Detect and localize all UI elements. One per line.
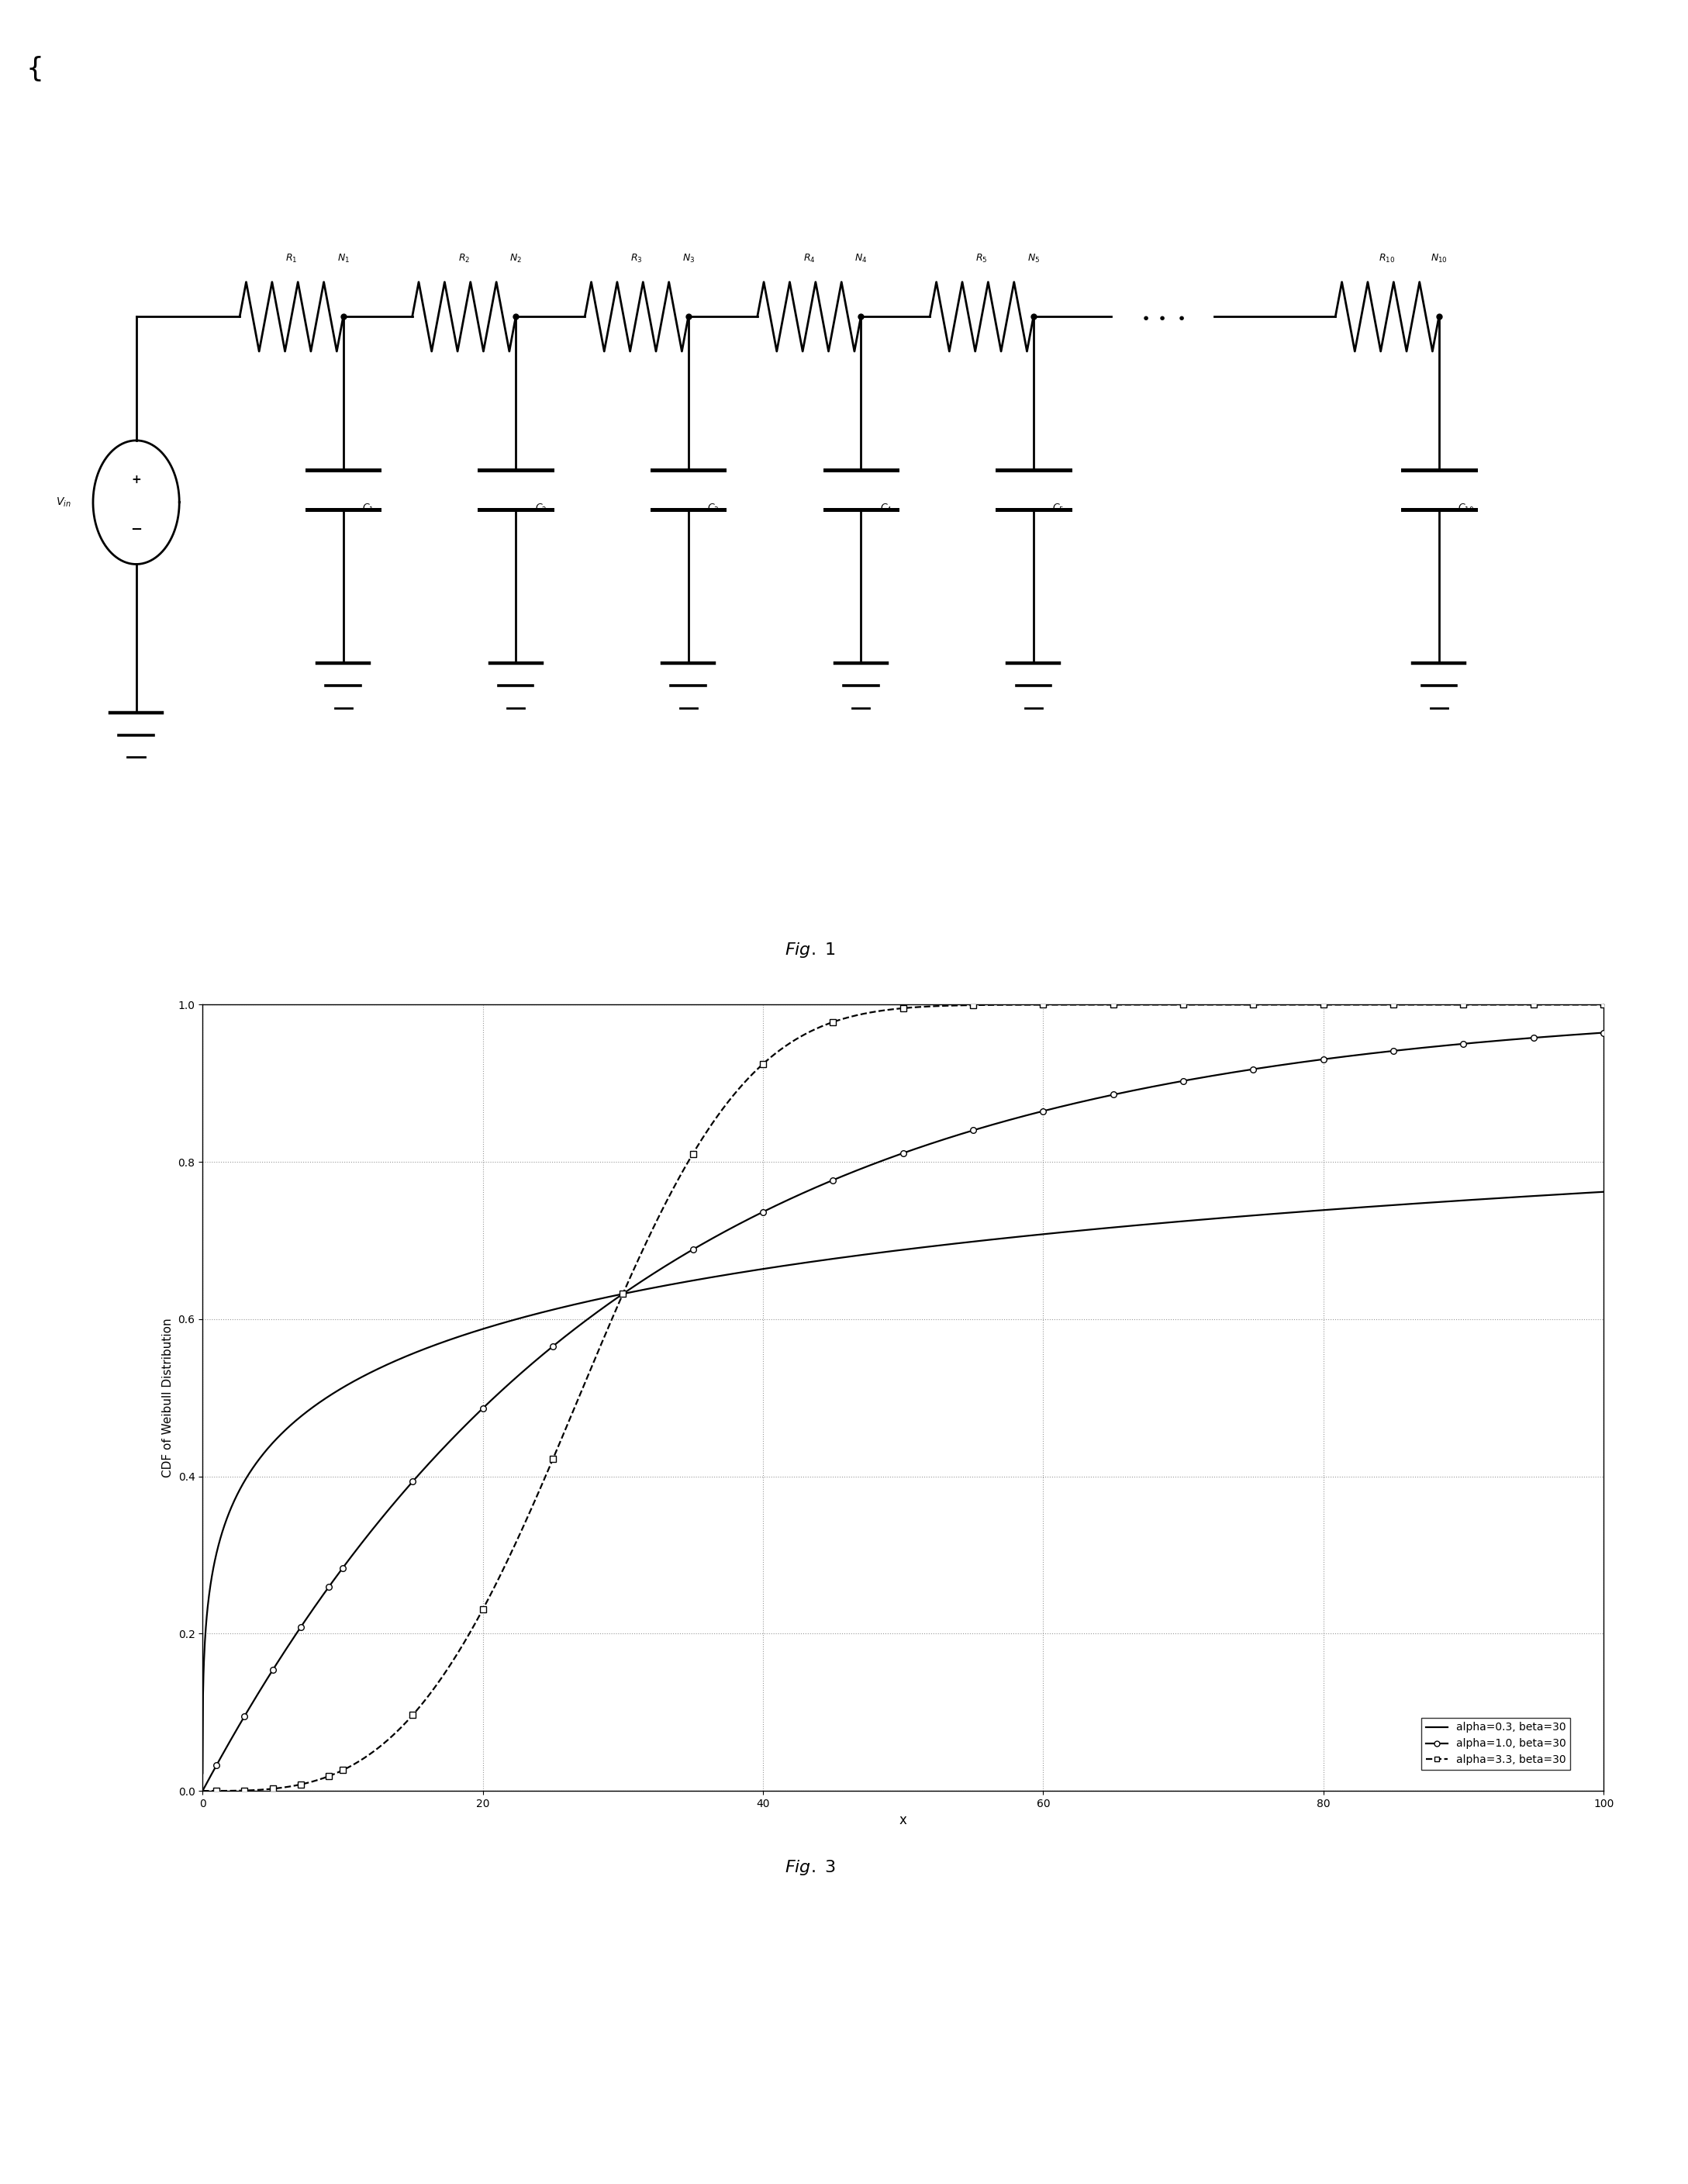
Text: $R_2$: $R_2$: [457, 253, 469, 264]
Text: $R_1$: $R_1$: [285, 253, 297, 264]
Text: $R_4$: $R_4$: [803, 253, 815, 264]
Text: $C_{10}$: $C_{10}$: [1458, 502, 1474, 515]
Text: $R_5$: $R_5$: [976, 253, 987, 264]
Text: $C_1$: $C_1$: [363, 502, 375, 515]
Text: $V_{in}$: $V_{in}$: [56, 496, 71, 509]
Text: $N_5$: $N_5$: [1028, 253, 1040, 264]
Text: $\bullet\;\bullet\;\bullet$: $\bullet\;\bullet\;\bullet$: [1141, 310, 1185, 323]
Text: $N_3$: $N_3$: [682, 253, 695, 264]
Text: $C_3$: $C_3$: [707, 502, 719, 515]
Text: $N_1$: $N_1$: [338, 253, 349, 264]
Text: $\{$: $\{$: [25, 55, 41, 83]
Text: $C_4$: $C_4$: [879, 502, 891, 515]
Text: $\mathit{Fig.\ 3}$: $\mathit{Fig.\ 3}$: [785, 1859, 836, 1876]
Text: −: −: [130, 522, 142, 537]
Y-axis label: CDF of Weibull Distribution: CDF of Weibull Distribution: [162, 1317, 174, 1479]
Text: $N_2$: $N_2$: [510, 253, 522, 264]
X-axis label: x: x: [900, 1813, 906, 1828]
Legend: alpha=0.3, beta=30, alpha=1.0, beta=30, alpha=3.3, beta=30: alpha=0.3, beta=30, alpha=1.0, beta=30, …: [1421, 1719, 1570, 1769]
Text: $R_3$: $R_3$: [631, 253, 643, 264]
Text: $C_5$: $C_5$: [1052, 502, 1065, 515]
Text: $C_2$: $C_2$: [535, 502, 547, 515]
Text: $N_4$: $N_4$: [854, 253, 868, 264]
Text: $R_{10}$: $R_{10}$: [1379, 253, 1396, 264]
Text: $\mathit{Fig.\ 1}$: $\mathit{Fig.\ 1}$: [785, 941, 836, 959]
Text: +: +: [132, 474, 142, 485]
Text: $N_{10}$: $N_{10}$: [1430, 253, 1447, 264]
